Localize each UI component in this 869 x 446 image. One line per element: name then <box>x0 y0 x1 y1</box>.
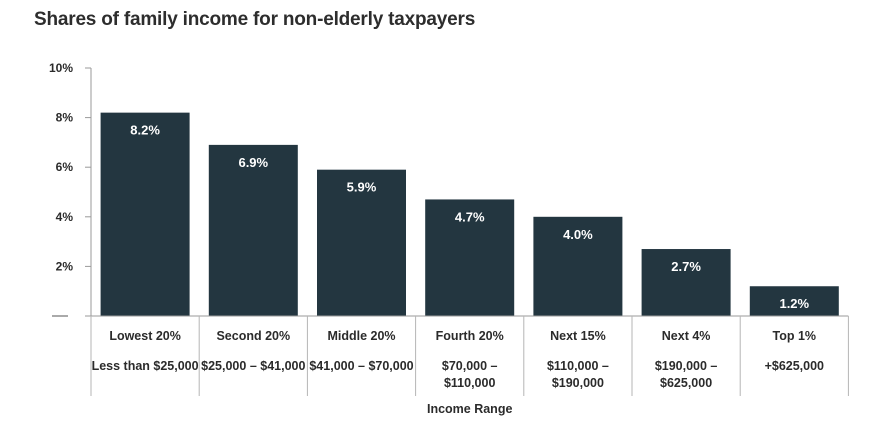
income-range-label: Less than $25,000 <box>92 359 199 373</box>
income-range-label: +$625,000 <box>765 359 824 373</box>
bar <box>533 216 623 316</box>
data-label: 8.2% <box>130 123 160 138</box>
x-axis: Lowest 20% Less than $25,000 Second 20% $25… <box>90 315 849 396</box>
category-label: Second 20% <box>216 329 290 343</box>
y-axis: 2% 4% 6% 8% 10% <box>49 61 92 317</box>
category-label: Middle 20% <box>327 329 395 343</box>
bar <box>100 112 190 316</box>
y-tick-label: 8% <box>56 111 74 125</box>
data-label: 5.9% <box>347 180 377 195</box>
data-label: 6.9% <box>238 155 268 170</box>
income-range-label: $110,000 – <box>547 359 609 373</box>
income-range-label: $70,000 – <box>442 359 498 373</box>
data-label: 4.7% <box>455 209 485 224</box>
income-range-label: $190,000 – <box>655 359 718 373</box>
bars-group: 8.2% 6.9% 5.9% 4.7% 4.0% 2.7% 1.2% <box>100 112 839 316</box>
category-label: Fourth 20% <box>436 329 504 343</box>
data-label: 4.0% <box>563 227 593 242</box>
bar <box>749 286 839 316</box>
income-range-label: $190,000 <box>552 376 604 390</box>
y-tick-label: 4% <box>56 210 74 224</box>
income-range-label: $110,000 <box>444 376 495 390</box>
bar <box>317 169 406 316</box>
chart-title: Shares of family income for non-elderly … <box>34 9 476 30</box>
x-axis-label: Income Range <box>427 402 512 416</box>
bar <box>425 199 515 316</box>
category-label: Next 15% <box>550 329 606 343</box>
y-tick-label: 6% <box>56 160 74 174</box>
income-range-label: $25,000 – $41,000 <box>201 359 305 373</box>
bar <box>641 249 731 316</box>
data-label: 2.7% <box>671 259 701 274</box>
data-label: 1.2% <box>779 296 809 311</box>
category-label: Lowest 20% <box>109 329 181 343</box>
bar <box>208 144 298 316</box>
category-label: Top 1% <box>773 329 817 343</box>
income-range-label: $625,000 <box>660 376 712 390</box>
income-range-label: $41,000 – $70,000 <box>309 359 413 373</box>
y-tick-label: 10% <box>49 61 73 75</box>
category-label: Next 4% <box>662 329 711 343</box>
y-tick-label: 2% <box>56 259 74 273</box>
